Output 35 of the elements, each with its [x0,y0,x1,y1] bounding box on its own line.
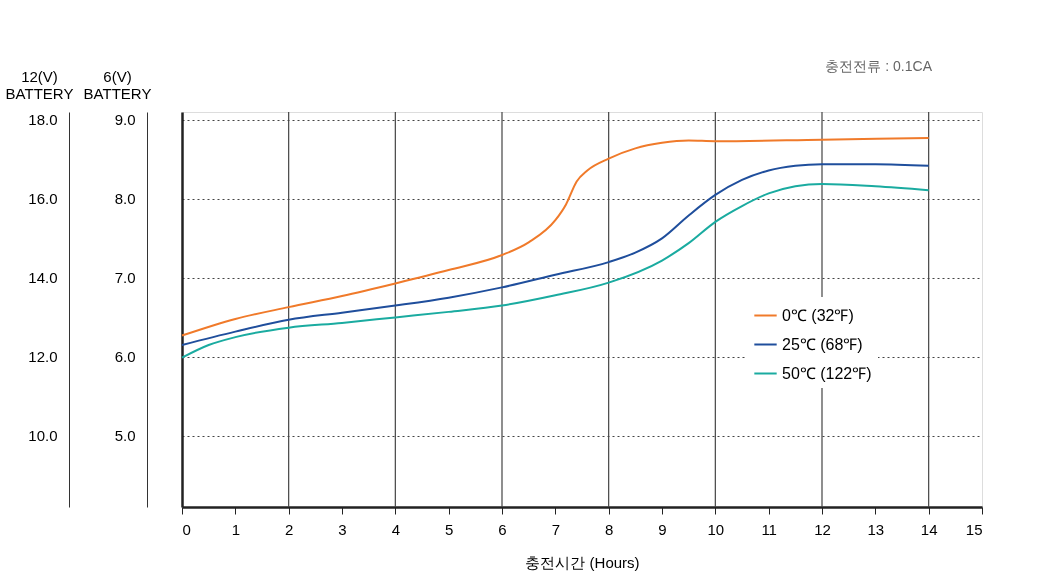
x-tick-label: 7 [551,520,561,538]
legend-label: 0℃ (32℉) [782,306,854,324]
y-tick-label: 5.0 [114,427,136,445]
x-tick-label: 14 [920,520,938,538]
x-tick-label: 2 [284,520,294,538]
x-tick-label: 9 [658,520,667,538]
text: 충전전류 : 0.1CA [825,58,933,74]
y2-tick-label: 14.0 [28,269,58,287]
x-tick-label: 8 [604,520,614,538]
x-tick-label: 3 [338,520,347,538]
y-tick-label: 7.0 [114,269,136,287]
line-series [181,137,930,337]
x-tick-label: 5 [444,520,454,538]
legend-label: 50℃ (122℉) [782,364,872,382]
y-tick-label: 6.0 [114,348,136,366]
y2-axis-title: 12(V) BATTERY [5,67,74,102]
y-axis-title: 6(V) BATTERY [83,67,152,102]
x-tick-label: 15 [965,520,983,538]
y2-tick-label: 16.0 [28,190,58,208]
x-tick-label: 4 [391,520,401,538]
x-tick-label: 12 [814,520,831,538]
x-tick-label: 6 [498,520,507,538]
y-tick-label: 9.0 [114,111,136,129]
x-tick-label: 11 [761,520,777,538]
x-tick-label: 0 [182,520,191,538]
x-axis-title: 충전시간 (Hours) [525,553,640,571]
y2-tick-label: 12.0 [28,348,58,366]
y2-tick-label: 10.0 [28,427,58,445]
x-tick-label: 1 [231,520,241,538]
y-tick-label: 8.0 [114,190,136,208]
line-series [181,182,930,359]
x-tick-label: 10 [707,520,725,538]
y2-tick-label: 18.0 [28,111,58,129]
legend-label: 25℃ (68℉) [782,335,863,353]
x-tick-label: 13 [867,520,885,538]
